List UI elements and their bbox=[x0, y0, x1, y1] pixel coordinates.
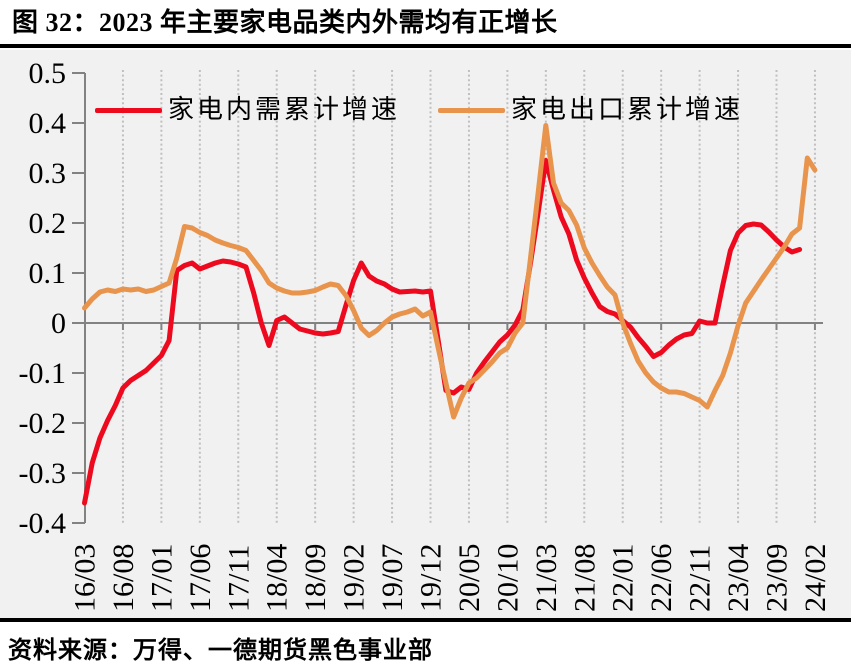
legend-export-line-swatch bbox=[438, 108, 505, 113]
x-tick-label: 21/03 bbox=[530, 544, 563, 612]
y-tick-label: -0.2 bbox=[19, 407, 67, 440]
y-tick-label: -0.1 bbox=[19, 357, 67, 390]
x-tick-label: 24/02 bbox=[799, 544, 832, 612]
legend-domestic-line-swatch bbox=[95, 108, 162, 113]
bottom-rule bbox=[0, 618, 851, 622]
y-tick-label: 0.3 bbox=[29, 157, 67, 190]
x-tick-label: 16/03 bbox=[69, 544, 102, 612]
x-tick-label: 17/06 bbox=[184, 544, 217, 612]
x-tick-label: 23/04 bbox=[722, 544, 755, 612]
domestic-demand-line bbox=[82, 158, 803, 506]
x-tick-label: 19/02 bbox=[338, 544, 371, 612]
y-tick-label: 0.1 bbox=[29, 257, 67, 290]
x-tick-label: 21/08 bbox=[568, 544, 601, 612]
chart-panel: 0.5 0.4 0.3 0.2 0.1 0 -0.1 -0.2 -0.3 -0.4 16/03 16/… bbox=[0, 50, 851, 618]
y-tick-label: -0.4 bbox=[19, 507, 67, 540]
x-tick-label: 17/01 bbox=[145, 544, 178, 612]
x-tick-label: 19/12 bbox=[415, 544, 448, 612]
y-axis bbox=[72, 72, 86, 524]
x-tick-label: 16/08 bbox=[107, 544, 140, 612]
legend-domestic-label: 家电内需累计增速 bbox=[168, 95, 401, 124]
y-tick-label: -0.3 bbox=[19, 457, 67, 490]
x-tick-labels: 16/03 16/08 17/01 17/06 17/11 18/04 18/09 19/02… bbox=[69, 544, 832, 612]
y-tick-labels: 0.5 0.4 0.3 0.2 0.1 0 -0.1 -0.2 -0.3 -0.4 bbox=[19, 57, 67, 540]
x-tick-label: 22/11 bbox=[684, 545, 717, 612]
top-rule bbox=[0, 44, 851, 48]
y-tick-label: 0.4 bbox=[29, 107, 67, 140]
x-tick-label: 23/09 bbox=[761, 544, 794, 612]
source-note: 资料来源：万得、一德期货黑色事业部 bbox=[8, 638, 433, 664]
x-tick-label: 22/01 bbox=[607, 544, 640, 612]
vertical-gridlines bbox=[121, 70, 816, 523]
line-chart: 0.5 0.4 0.3 0.2 0.1 0 -0.1 -0.2 -0.3 -0.416/03 16/… bbox=[19, 57, 832, 612]
x-tick-label: 20/10 bbox=[491, 544, 524, 612]
x-tick-label: 18/09 bbox=[299, 544, 332, 612]
x-tick-label: 18/04 bbox=[261, 544, 294, 612]
y-tick-label: 0 bbox=[51, 307, 66, 340]
x-tick-label: 17/11 bbox=[222, 545, 255, 612]
y-tick-label: 0.5 bbox=[29, 57, 67, 90]
legend-export-label: 家电出口累计增速 bbox=[511, 95, 744, 124]
export-line bbox=[82, 123, 818, 420]
chart-title: 图 32：2023 年主要家电品类内外需均有正增长 bbox=[12, 8, 558, 37]
x-tick-label: 22/06 bbox=[645, 544, 678, 612]
y-tick-label: 0.2 bbox=[29, 207, 67, 240]
x-tick-label: 20/05 bbox=[453, 544, 486, 612]
x-tick-label: 19/07 bbox=[376, 544, 409, 612]
